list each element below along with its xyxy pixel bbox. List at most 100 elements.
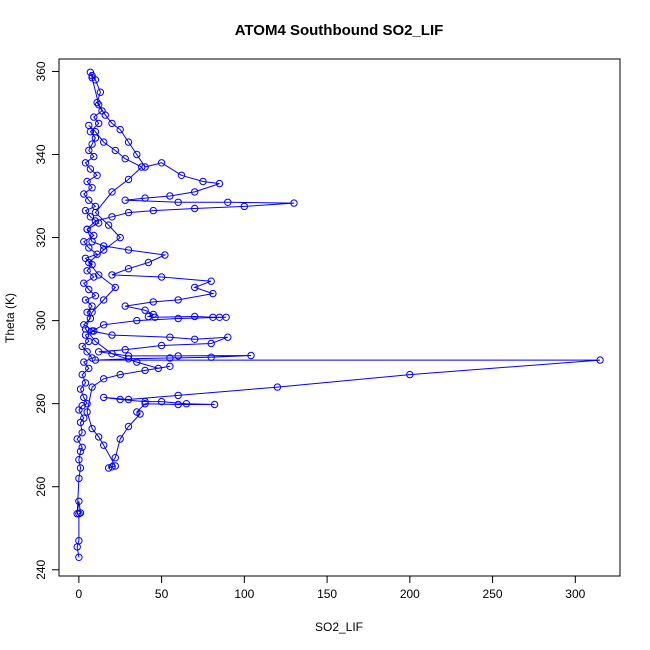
data-point xyxy=(116,233,124,242)
data-point xyxy=(83,267,91,275)
data-point xyxy=(116,125,124,134)
data-point xyxy=(166,192,174,200)
data-point xyxy=(90,152,98,161)
data-point xyxy=(174,391,182,400)
data-point xyxy=(191,204,199,213)
data-point xyxy=(154,364,163,373)
data-point xyxy=(199,177,207,186)
data-point xyxy=(191,312,199,321)
data-point xyxy=(75,474,83,483)
data-point xyxy=(100,242,108,250)
data-point xyxy=(76,447,85,456)
data-point xyxy=(174,400,182,409)
data-point xyxy=(73,435,81,443)
data-point xyxy=(100,138,108,146)
data-point xyxy=(93,250,101,258)
data-point xyxy=(91,208,100,217)
data-point xyxy=(83,308,91,316)
data-point xyxy=(138,163,146,171)
data-point xyxy=(85,364,93,373)
data-point xyxy=(81,325,90,333)
data-point xyxy=(157,273,166,281)
data-point xyxy=(88,327,96,335)
data-point xyxy=(80,414,88,422)
data-point xyxy=(116,395,124,404)
data-point xyxy=(85,285,93,294)
data-point xyxy=(124,395,133,404)
data-point xyxy=(177,171,186,180)
data-point xyxy=(166,354,174,362)
data-point xyxy=(88,184,96,192)
data-point xyxy=(101,111,110,119)
data-point xyxy=(174,352,182,360)
data-point xyxy=(108,271,116,279)
data-point xyxy=(124,175,133,184)
data-point xyxy=(100,321,108,329)
data-point xyxy=(75,537,83,545)
data-point xyxy=(85,258,93,267)
data-point xyxy=(157,341,166,350)
data-point xyxy=(141,400,149,408)
data-point xyxy=(124,138,133,146)
data-point xyxy=(290,199,298,207)
data-point xyxy=(133,150,141,159)
chart-title: ATOM4 Southbound SO2_LIF xyxy=(235,22,444,39)
data-point xyxy=(124,352,133,360)
y-axis-label: Theta (K) xyxy=(3,293,17,343)
data-point xyxy=(133,358,141,366)
data-point xyxy=(141,163,149,171)
y-tick-label: 240 xyxy=(34,559,48,579)
data-point xyxy=(83,225,91,234)
plot-frame xyxy=(58,58,621,577)
data-point xyxy=(124,355,133,363)
x-tick-label: 150 xyxy=(317,587,337,601)
data-point xyxy=(124,246,133,254)
data-point xyxy=(144,258,153,267)
data-point xyxy=(116,435,124,443)
data-point xyxy=(95,119,103,128)
data-point xyxy=(136,410,144,418)
x-tick-label: 50 xyxy=(155,587,169,601)
data-point xyxy=(174,314,182,323)
data-point xyxy=(91,128,100,136)
y-tick-label: 300 xyxy=(34,310,48,330)
data-point xyxy=(247,351,255,360)
data-point xyxy=(141,194,149,202)
y-axis: 240 260 280 300 320 340 360 xyxy=(34,61,60,580)
data-point xyxy=(80,190,88,198)
x-tick-label: 200 xyxy=(400,587,420,601)
data-point xyxy=(86,68,95,77)
data-point xyxy=(100,246,108,254)
data-point xyxy=(78,429,86,437)
y-tick-label: 320 xyxy=(34,227,48,247)
data-point xyxy=(104,221,113,229)
data-point xyxy=(124,265,133,273)
data-point xyxy=(91,356,100,364)
data-point xyxy=(83,408,91,416)
data-point xyxy=(78,370,86,379)
data-point xyxy=(78,443,86,451)
data-point xyxy=(215,179,224,188)
data-point xyxy=(596,356,604,364)
data-point xyxy=(95,348,103,356)
data-point xyxy=(78,342,86,351)
data-point xyxy=(182,400,191,408)
data-point xyxy=(81,296,90,304)
data-point xyxy=(273,383,282,391)
data-point xyxy=(157,397,166,406)
data-point xyxy=(207,353,215,361)
data-point xyxy=(207,277,215,285)
data-point xyxy=(191,335,199,343)
data-point xyxy=(111,454,120,462)
data-point xyxy=(104,464,113,472)
data-point xyxy=(240,202,249,211)
data-point xyxy=(108,213,116,221)
data-point xyxy=(75,456,83,464)
data-point xyxy=(95,101,103,109)
data-point xyxy=(90,273,98,281)
data-point xyxy=(83,400,91,408)
x-tick-label: 250 xyxy=(483,587,503,601)
data-point xyxy=(73,510,81,518)
data-point xyxy=(166,362,174,370)
